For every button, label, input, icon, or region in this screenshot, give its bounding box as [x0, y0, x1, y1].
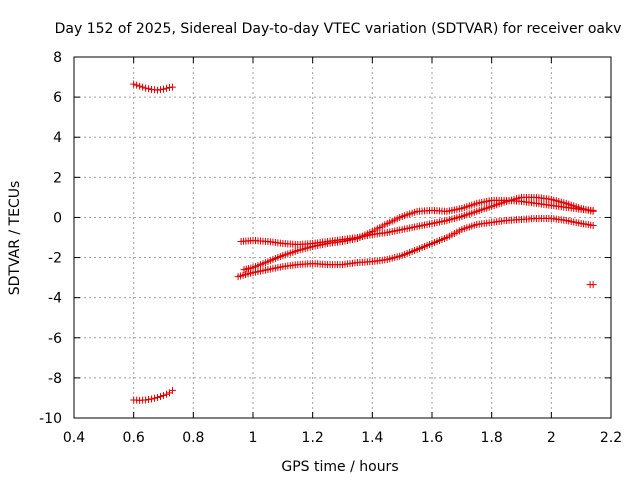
- axis-ticks: [73, 56, 612, 419]
- chart-title: Day 152 of 2025, Sidereal Day-to-day VTE…: [55, 21, 622, 37]
- x-tick-label: 2.2: [600, 430, 622, 446]
- series-arc-c: [234, 214, 597, 281]
- x-tick-label: 1.8: [481, 430, 503, 446]
- y-tick-label: 8: [53, 50, 62, 66]
- data-point: [136, 82, 144, 90]
- series-arc-lower-short: [130, 386, 176, 404]
- y-tick-label: -8: [48, 371, 62, 387]
- data-point: [589, 221, 597, 229]
- y-tick-label: -2: [48, 251, 62, 267]
- y-tick-label: -10: [39, 411, 62, 427]
- x-tick-label: 0.8: [182, 430, 204, 446]
- data-point: [160, 392, 167, 400]
- data-point: [160, 85, 167, 93]
- data-point: [162, 390, 170, 398]
- y-tick-label: 0: [53, 210, 62, 226]
- x-tick-label: 1.4: [361, 430, 383, 446]
- y-axis-label: SDTVAR / TECUs: [7, 181, 23, 296]
- y-tick-labels: -10 -8 -6 -4 -2 0 2 4 6 8: [39, 50, 62, 427]
- data-point: [142, 396, 150, 404]
- data-point: [589, 281, 597, 289]
- data-point: [168, 83, 176, 91]
- data-point: [142, 84, 150, 92]
- series-arc-b: [240, 196, 597, 274]
- data-point: [157, 393, 165, 401]
- x-tick-label: 1.6: [421, 430, 443, 446]
- data-point: [145, 85, 153, 93]
- y-tick-label: 4: [53, 130, 62, 146]
- data-point: [157, 86, 165, 94]
- y-tick-label: -6: [48, 331, 62, 347]
- data-point: [151, 394, 159, 402]
- series-isolated: [586, 281, 597, 289]
- y-tick-label: 6: [53, 90, 62, 106]
- x-axis-label: GPS time / hours: [281, 459, 398, 475]
- x-tick-labels: 0.4 0.6 0.8 1 1.2 1.4 1.6 1.8 2 2.2: [63, 430, 622, 446]
- data-point: [162, 84, 170, 92]
- data-point: [589, 206, 597, 214]
- data-point: [145, 395, 153, 403]
- data-points: [130, 80, 597, 404]
- x-tick-label: 0.4: [63, 430, 85, 446]
- plot-frame: [73, 56, 612, 419]
- x-tick-label: 2: [547, 430, 556, 446]
- x-tick-label: 1.2: [302, 430, 324, 446]
- data-point: [154, 86, 162, 94]
- y-tick-label: 2: [53, 170, 62, 186]
- data-point: [168, 386, 176, 394]
- data-point: [148, 395, 156, 403]
- y-tick-label: -4: [48, 291, 62, 307]
- series-arc-upper-short: [130, 80, 176, 94]
- data-point: [130, 80, 138, 88]
- data-point: [154, 394, 162, 402]
- data-point: [133, 81, 141, 89]
- x-tick-label: 0.6: [123, 430, 145, 446]
- data-point: [139, 83, 147, 91]
- x-tick-label: 1: [249, 430, 258, 446]
